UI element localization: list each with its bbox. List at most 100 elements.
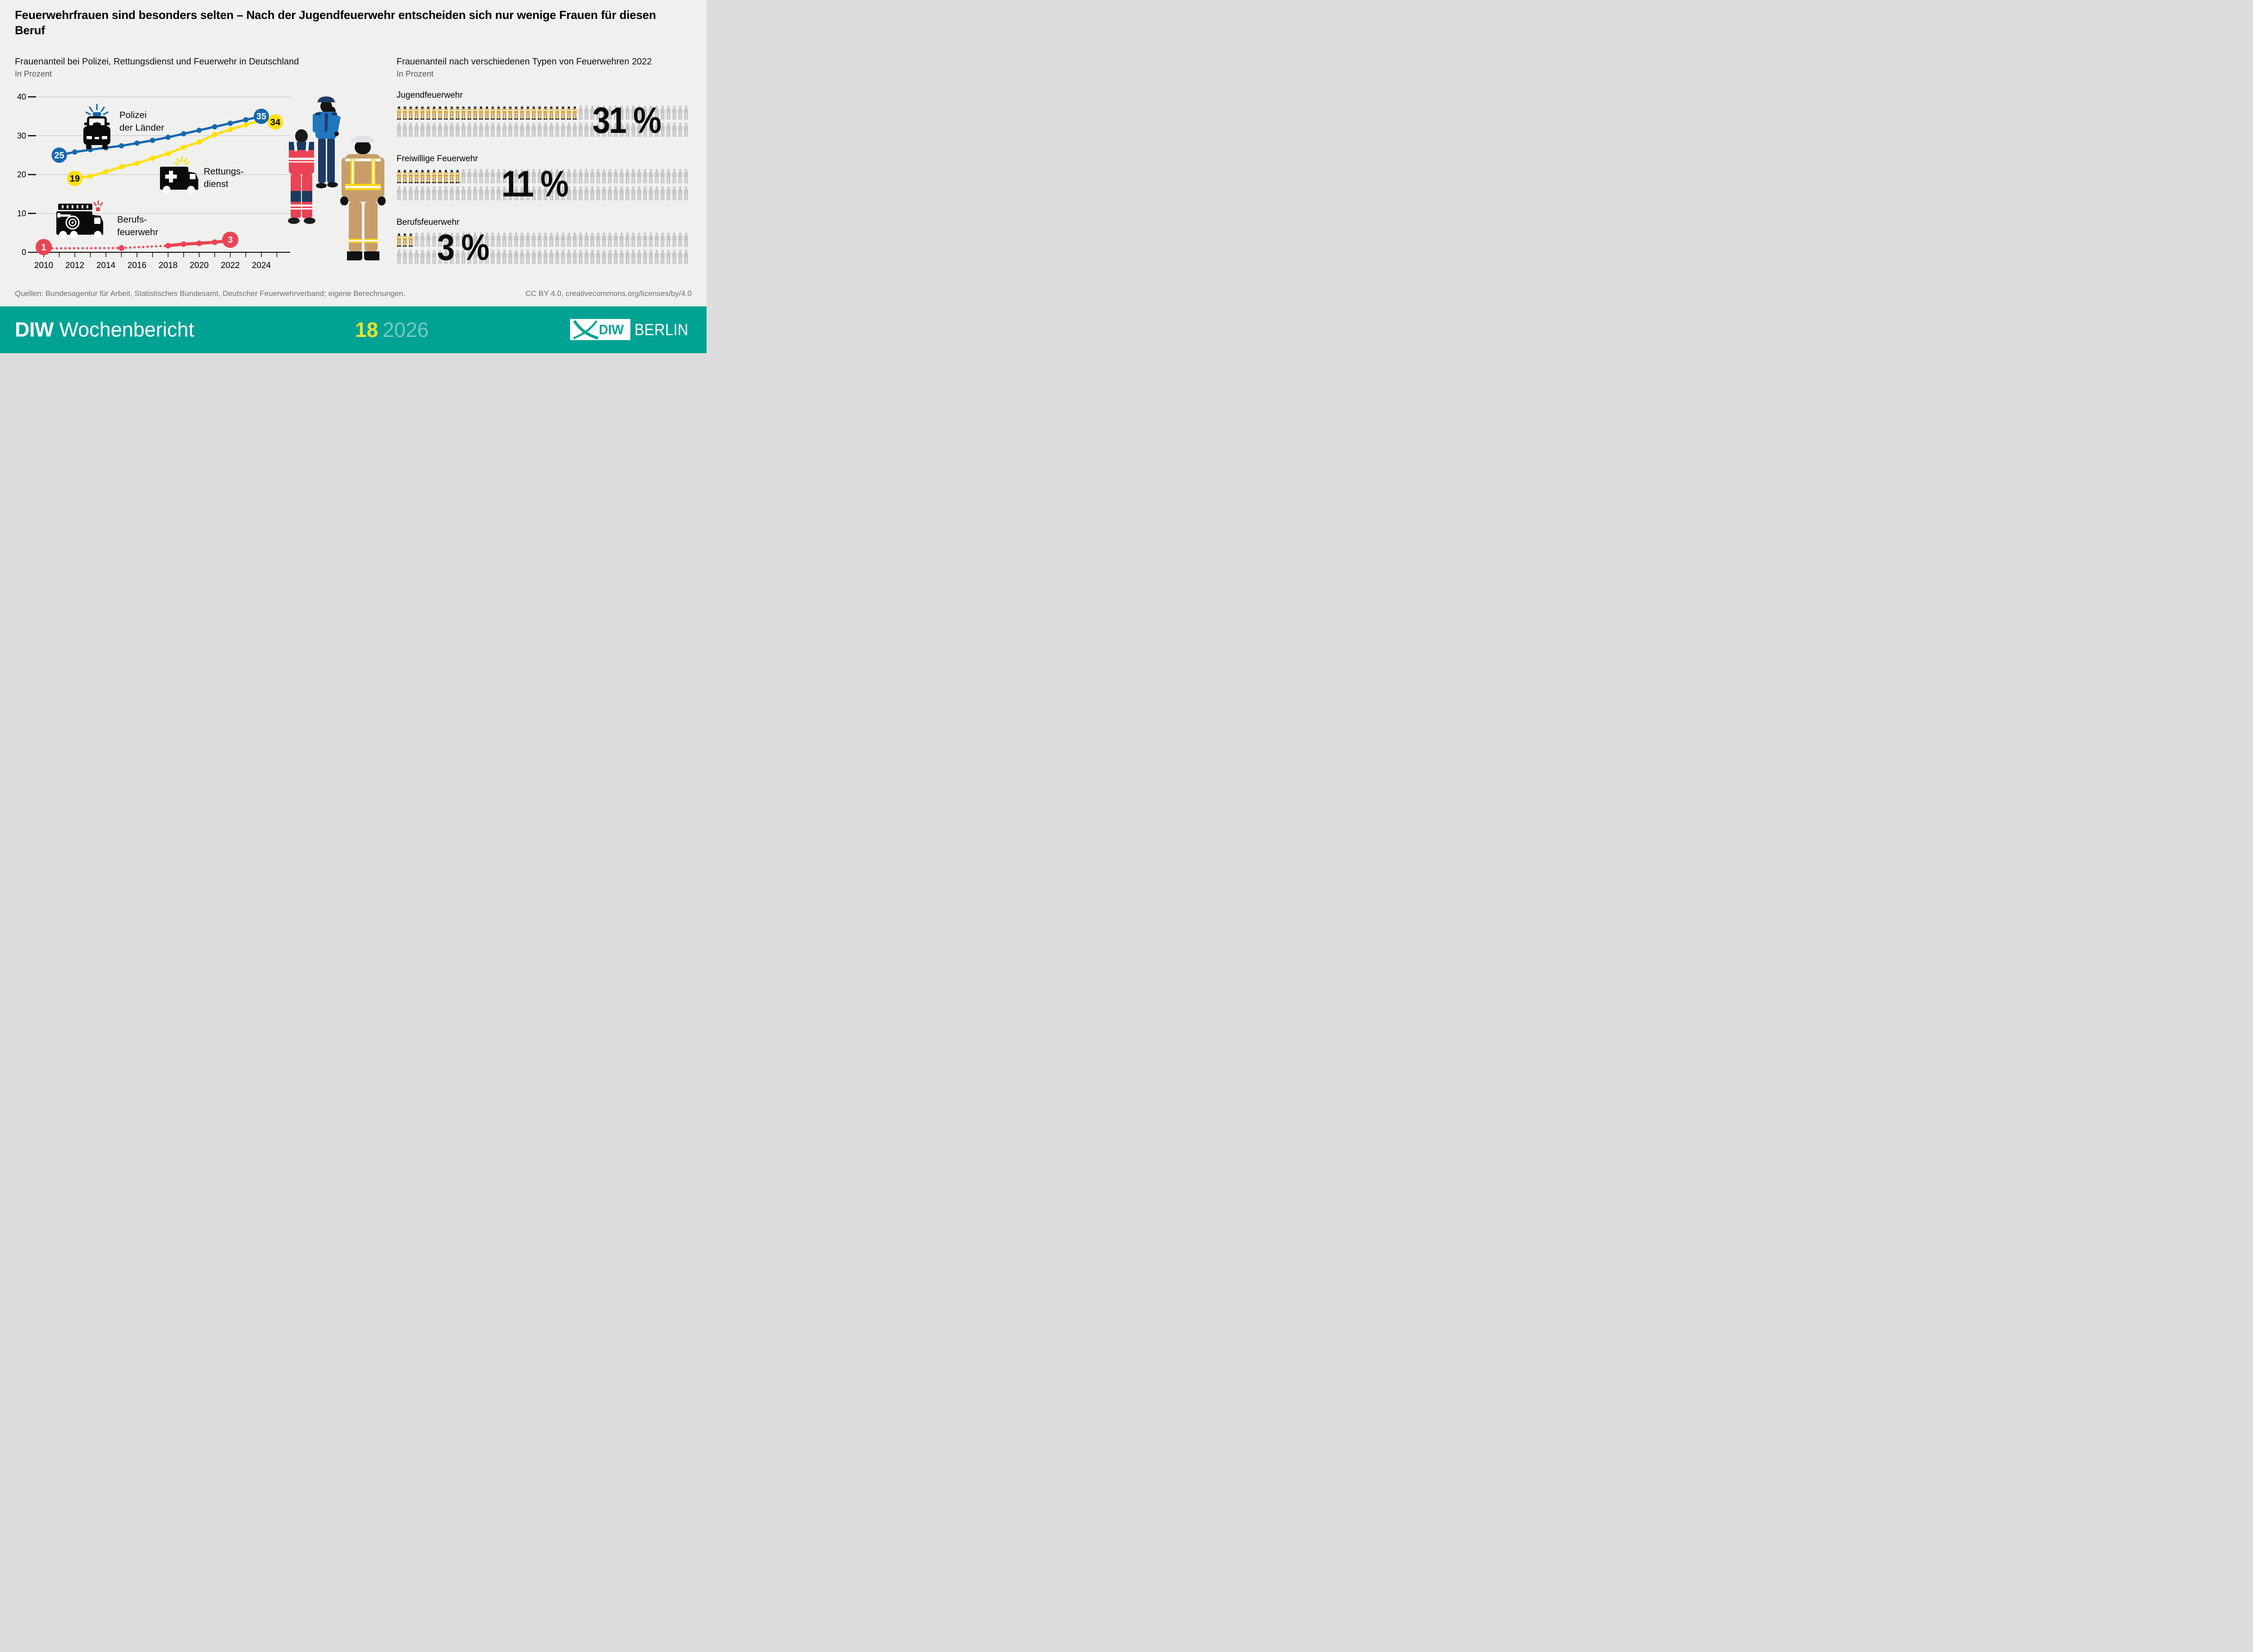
- footer-band: DIW Wochenbericht 18 2026 DIW BERLIN: [0, 306, 707, 353]
- grey-person-icon: [402, 123, 407, 137]
- grey-person-icon: [479, 169, 483, 183]
- firefighter-person-icon: [420, 105, 425, 120]
- grey-person-icon: [684, 232, 689, 247]
- firefighter-person-icon: [543, 105, 548, 120]
- grey-person-icon: [479, 186, 483, 200]
- firefighter-person-icon: [402, 105, 407, 120]
- grey-person-icon: [484, 123, 489, 137]
- data-point: [228, 120, 233, 126]
- brand-wochenbericht: Wochenbericht: [59, 318, 194, 341]
- sources-text: Quellen: Bundesagentur für Arbeit, Stati…: [15, 289, 406, 298]
- grey-person-icon: [420, 232, 425, 247]
- firefighter-figure: [340, 136, 386, 260]
- police-officer-figure: [313, 96, 341, 188]
- series-label-line: Polizei: [119, 110, 146, 120]
- value-circle-label: 35: [256, 112, 266, 122]
- grey-person-icon: [684, 186, 689, 200]
- firefighter-person-icon: [479, 105, 483, 120]
- grey-person-icon: [514, 123, 519, 137]
- grey-person-icon: [643, 169, 648, 183]
- grey-person-icon: [537, 232, 542, 247]
- grey-person-icon: [520, 232, 524, 247]
- grey-person-icon: [678, 105, 683, 120]
- firefighter-person-icon: [473, 105, 478, 120]
- x-tick-label: 2010: [34, 261, 53, 270]
- pictogram-rows: 3 %: [397, 227, 690, 268]
- grey-person-icon: [637, 232, 642, 247]
- police-car-icon: [83, 104, 110, 149]
- grey-person-icon: [672, 186, 677, 200]
- y-tick-label: 0: [22, 248, 26, 257]
- grey-person-icon: [619, 186, 624, 200]
- firefighter-person-icon: [572, 105, 577, 120]
- grey-person-icon: [678, 123, 683, 137]
- grey-person-icon: [455, 186, 460, 200]
- firefighter-person-icon: [537, 105, 542, 120]
- firefighter-person-icon: [467, 105, 472, 120]
- grey-person-icon: [590, 186, 595, 200]
- grey-person-icon: [473, 123, 478, 137]
- grey-person-icon: [666, 250, 671, 264]
- data-point: [103, 169, 109, 175]
- grey-person-icon: [490, 250, 495, 264]
- firefighter-person-icon: [426, 169, 431, 183]
- firefighter-person-icon: [438, 105, 442, 120]
- grey-person-icon: [525, 123, 530, 137]
- line-chart-subtitle: In Prozent: [15, 69, 52, 78]
- value-circle: [268, 114, 283, 130]
- data-point: [165, 243, 171, 249]
- value-circle-label: 19: [70, 174, 80, 184]
- grey-person-icon: [613, 186, 618, 200]
- y-tick-label: 20: [17, 170, 26, 179]
- grey-person-icon: [496, 250, 501, 264]
- issue-block: 18 2026: [355, 306, 429, 353]
- firefighter-person-icon: [461, 105, 466, 120]
- grey-person-icon: [502, 250, 507, 264]
- grey-person-icon: [637, 186, 642, 200]
- grey-person-icon: [566, 232, 571, 247]
- grey-person-icon: [602, 186, 607, 200]
- diw-logo-text: DIW: [598, 321, 624, 337]
- grey-person-icon: [572, 169, 577, 183]
- firefighter-person-icon: [397, 105, 401, 120]
- grey-person-icon: [602, 169, 607, 183]
- data-point: [196, 139, 202, 145]
- value-circle-label: 34: [270, 118, 281, 127]
- x-tick-label: 2020: [190, 261, 209, 270]
- firefighter-person-icon: [508, 105, 513, 120]
- grey-person-icon: [643, 250, 648, 264]
- firefighter-person-icon: [449, 169, 454, 183]
- value-circle: [254, 109, 269, 124]
- grey-person-icon: [684, 250, 689, 264]
- firefighter-person-icon: [402, 169, 407, 183]
- grey-person-icon: [508, 123, 513, 137]
- value-circle: [67, 171, 82, 187]
- grey-person-icon: [578, 169, 583, 183]
- series-label-line: Berufs-: [117, 214, 147, 225]
- grey-person-icon: [438, 186, 442, 200]
- firefighter-person-icon: [531, 105, 536, 120]
- grey-person-icon: [602, 250, 607, 264]
- grey-person-icon: [660, 232, 665, 247]
- grey-person-icon: [467, 169, 472, 183]
- data-point: [165, 151, 171, 156]
- grey-person-icon: [537, 250, 542, 264]
- grey-person-icon: [607, 250, 612, 264]
- firefighter-person-icon: [525, 105, 530, 120]
- pictogram-rows: 31 %: [397, 100, 690, 141]
- firefighter-person-icon: [408, 232, 413, 247]
- grey-person-icon: [420, 250, 425, 264]
- group-label: Freiwillige Feuerwehr: [397, 154, 478, 164]
- grey-person-icon: [549, 250, 554, 264]
- data-point: [87, 173, 93, 179]
- grey-person-icon: [654, 169, 659, 183]
- data-point: [243, 122, 249, 127]
- grey-person-icon: [484, 186, 489, 200]
- ambulance-icon: [160, 156, 198, 194]
- grey-person-icon: [414, 123, 419, 137]
- line-chart: 0 10 20 30 40 2010 2012 2014 2016 2018 2020 2022 202…: [13, 86, 305, 279]
- grey-person-icon: [660, 123, 665, 137]
- grey-person-icon: [672, 250, 677, 264]
- grey-person-icon: [490, 123, 495, 137]
- line-chart-panel: Frauenanteil bei Polizei, Rettungsdienst…: [15, 56, 348, 79]
